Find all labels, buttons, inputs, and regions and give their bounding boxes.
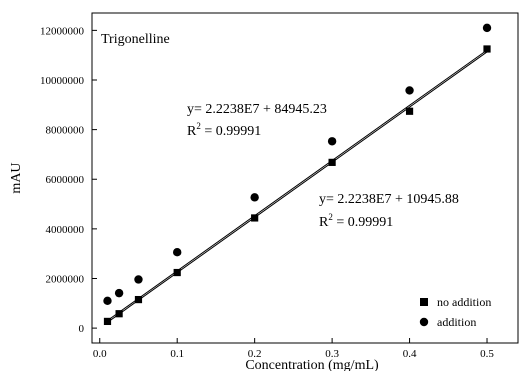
r2-addition-value: = 0.99991: [201, 124, 261, 139]
y-tick-label: 6000000: [46, 174, 85, 186]
point-no-addition: [483, 45, 491, 53]
fit-line-no-addition: [107, 51, 488, 323]
point-addition: [250, 193, 259, 202]
y-tick-label: 0: [79, 323, 85, 335]
legend-marker-no-addition: [420, 298, 428, 306]
legend-marker-addition: [419, 317, 429, 327]
point-no-addition: [328, 158, 336, 166]
r2-addition-exp: 2: [196, 121, 201, 131]
r2-no-addition: R2 = 0.99991: [319, 212, 393, 230]
r2-no-addition-value: = 0.99991: [333, 215, 393, 230]
point-no-addition: [251, 214, 259, 222]
fit-lines: [107, 49, 488, 323]
point-addition: [173, 247, 182, 257]
x-tick-label: 0.2: [248, 348, 262, 360]
point-addition: [134, 275, 143, 284]
fit-line-addition: [107, 49, 488, 321]
equation-no-addition: y= 2.2238E7 + 10945.88: [319, 192, 459, 207]
y-tick-label: 2000000: [46, 273, 85, 285]
point-no-addition: [405, 107, 414, 115]
plot-frame: [91, 12, 519, 344]
y-tick-label: 10000000: [40, 75, 85, 87]
x-tick-label: 0.5: [480, 348, 494, 360]
data-points: [103, 23, 492, 326]
chart-title: Trigonelline: [101, 32, 170, 47]
point-addition: [103, 296, 112, 306]
x-axis-title: Concentration (mg/mL): [245, 358, 379, 371]
y-tick-label: 8000000: [46, 125, 85, 137]
r2-no-addition-exp: 2: [328, 212, 333, 222]
legend-label-no-addition: no addition: [437, 295, 491, 309]
point-addition: [405, 86, 414, 95]
x-tick-label: 0.1: [170, 348, 184, 360]
point-no-addition: [134, 295, 143, 304]
point-no-addition: [173, 268, 181, 277]
point-addition: [327, 137, 337, 146]
y-tick-label: 12000000: [40, 25, 85, 37]
r2-addition: R2 = 0.99991: [187, 121, 261, 139]
r2-no-addition-label: R: [319, 215, 329, 230]
x-tick-label: 0.3: [325, 348, 339, 360]
point-no-addition: [115, 310, 123, 318]
point-addition: [114, 288, 124, 298]
x-tick-label: 0.0: [93, 348, 107, 360]
x-tick-label: 0.4: [403, 348, 417, 360]
axis-ticks: 0.0 0.1 0.2 0.3 0.4 0.5 0 2000000 4000000 6000000…: [40, 25, 494, 360]
legend: no addition addition: [419, 295, 491, 329]
legend-label-addition: addition: [437, 315, 476, 329]
point-no-addition: [103, 317, 112, 326]
point-addition: [482, 23, 492, 33]
y-tick-label: 4000000: [46, 224, 85, 236]
equation-addition: y= 2.2238E7 + 84945.23: [187, 102, 327, 117]
y-axis-title: mAU: [9, 162, 24, 193]
r2-addition-label: R: [187, 124, 197, 139]
